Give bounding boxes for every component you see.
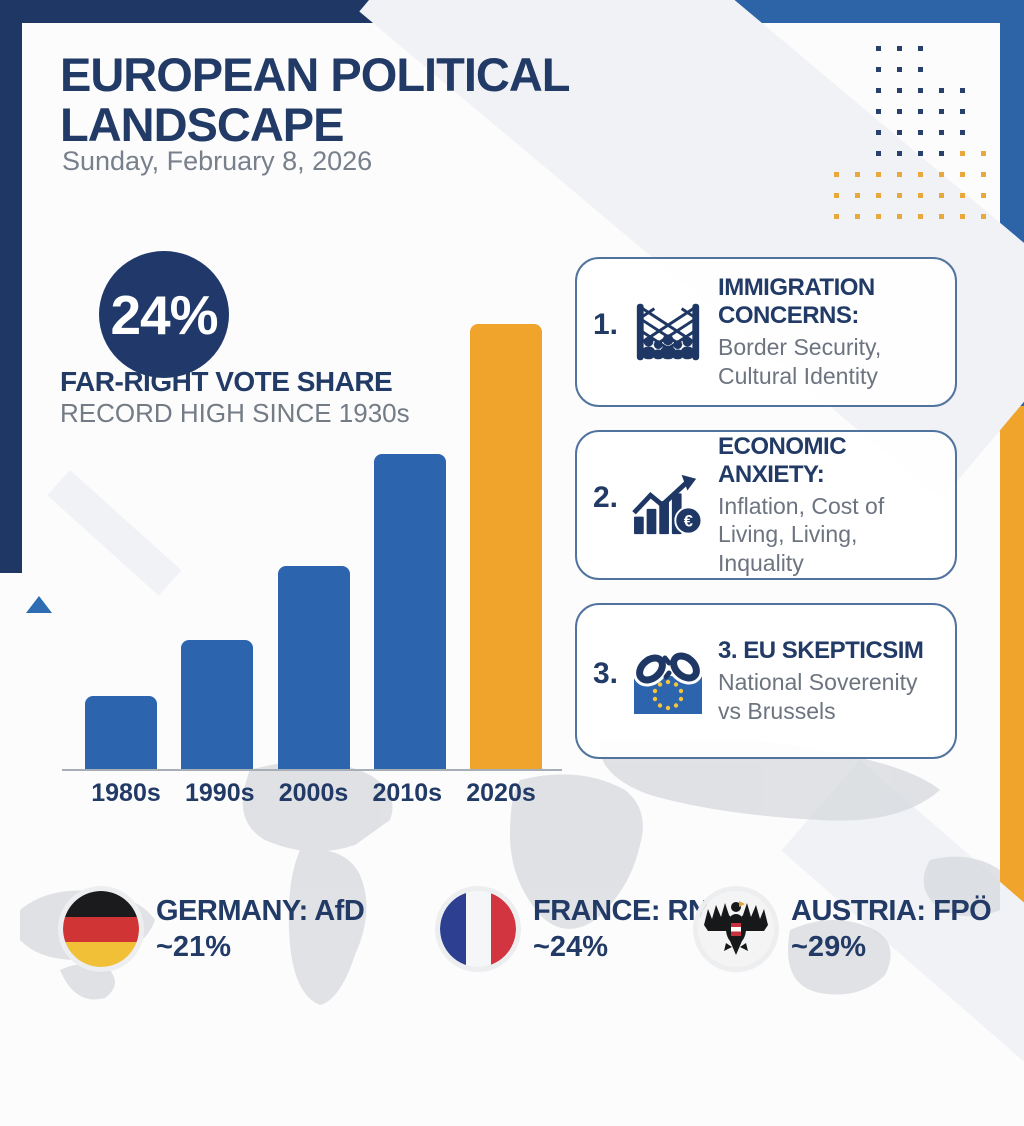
bar-2010s (373, 454, 446, 770)
decor-dot (981, 193, 986, 198)
decor-dot (939, 151, 944, 156)
factor-box-economy: 2. € ECONOMIC ANXIETY: Inflation, Cost o… (575, 430, 957, 580)
factor-number-3: 3. (593, 657, 619, 690)
country-share-germany: ~21% (156, 930, 231, 963)
page-date: Sunday, February 8, 2026 (62, 146, 373, 176)
decor-dot (939, 130, 944, 135)
bar-chart (85, 323, 542, 770)
left-triangle-decor (26, 596, 52, 613)
x-tick-2010s: 2010s (372, 779, 443, 807)
factor-box-immigration: 1. IMMIGRATION CONCERNS: Border Security… (575, 257, 957, 407)
country-germany: GERMANY: AfD ~21% (63, 891, 365, 967)
decor-dot (939, 88, 944, 93)
x-tick-2000s: 2000s (278, 779, 349, 807)
decor-dot (918, 109, 923, 114)
factor-title-1: IMMIGRATION CONCERNS: (718, 274, 875, 330)
germany-flag-icon (63, 891, 139, 967)
rising-chart-euro-icon: € (630, 472, 706, 538)
country-austria: AUSTRIA: FPÖ ~29% (698, 891, 992, 967)
decor-dot (960, 109, 965, 114)
country-text-france: FRANCE: RN ~24% (533, 894, 709, 964)
decor-dot (981, 151, 986, 156)
decor-dot (918, 88, 923, 93)
country-name-germany: GERMANY: AfD (156, 894, 365, 927)
country-text-austria: AUSTRIA: FPÖ ~29% (791, 894, 992, 964)
country-france: FRANCE: RN ~24% (440, 891, 709, 967)
x-axis-labels: 1980s 1990s 2000s 2010s 2020s (85, 779, 542, 808)
factor-number-1: 1. (593, 308, 619, 341)
decor-dot (876, 67, 881, 72)
decor-dot (981, 172, 986, 177)
decor-dot (897, 67, 902, 72)
country-share-france: ~24% (533, 930, 608, 963)
stat-value: 24% (110, 283, 218, 346)
x-tick-1990s: 1990s (184, 779, 255, 807)
left-border-band (0, 0, 22, 573)
factor-number-2: 2. (593, 481, 619, 514)
france-flag-icon (440, 891, 516, 967)
x-tick-1980s: 1980s (91, 779, 161, 807)
decor-dot (918, 67, 923, 72)
x-tick-2020s: 2020s (466, 779, 536, 807)
decor-dot (960, 151, 965, 156)
bar-1990s (181, 640, 254, 770)
factor-box-eu-skepticism: 3. 3. EU SKEPTICSIM National Soverenity … (575, 603, 957, 759)
decor-dot (960, 88, 965, 93)
page-title-line2: LANDSCAPE (60, 97, 344, 151)
decor-dot (897, 88, 902, 93)
decor-dot (876, 46, 881, 51)
decor-dot (960, 172, 965, 177)
factor-text-1: IMMIGRATION CONCERNS: Border Security, C… (718, 274, 939, 389)
decor-dot (918, 130, 923, 135)
decor-dot (876, 109, 881, 114)
factor-title-3: 3. EU SKEPTICSIM (718, 637, 924, 665)
country-name-austria: AUSTRIA: FPÖ (791, 894, 992, 927)
decor-dot (939, 109, 944, 114)
factor-desc-1: Border Security, Cultural Identity (718, 334, 882, 389)
page-title-line1: EUROPEAN POLITICAL (60, 48, 570, 101)
factor-title-2: ECONOMIC ANXIETY: (718, 433, 847, 489)
x-axis-line (62, 769, 562, 771)
stat-circle: 24% (99, 251, 229, 378)
decor-dot (876, 88, 881, 93)
factor-text-2: ECONOMIC ANXIETY: Inflation, Cost of Liv… (718, 433, 939, 576)
border-fence-crowd-icon (630, 300, 706, 364)
bar-2000s (277, 566, 350, 770)
decor-dot (897, 46, 902, 51)
country-name-france: FRANCE: RN (533, 894, 709, 927)
country-share-austria: ~29% (791, 930, 866, 963)
stat-label: FAR-RIGHT VOTE SHARE (60, 366, 393, 397)
factor-text-3: 3. EU SKEPTICSIM National Soverenity vs … (718, 637, 939, 724)
decor-dot (897, 109, 902, 114)
eu-flag-broken-chain-icon (630, 646, 706, 716)
decor-dot (897, 130, 902, 135)
stat-sublabel: RECORD HIGH SINCE 1930s (60, 398, 410, 428)
austria-flag-icon (698, 891, 774, 967)
country-text-germany: GERMANY: AfD ~21% (156, 894, 365, 964)
euro-symbol: € (684, 512, 693, 530)
factor-desc-3: National Soverenity vs Brussels (718, 669, 918, 724)
decor-dot (918, 46, 923, 51)
bar-2020s (470, 324, 542, 770)
bar-1980s (85, 696, 157, 770)
page-title: EUROPEAN POLITICAL LANDSCAPE (60, 48, 570, 151)
decor-dot (960, 130, 965, 135)
factor-desc-2: Inflation, Cost of Living, Living, Inqua… (718, 493, 885, 576)
